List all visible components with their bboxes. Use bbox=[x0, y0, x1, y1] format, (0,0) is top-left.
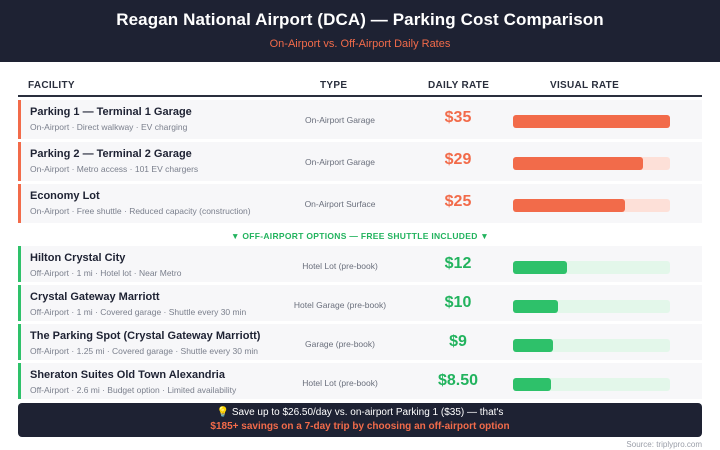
facility-name: Crystal Gateway Marriott bbox=[30, 291, 160, 303]
daily-rate: $10 bbox=[444, 294, 472, 311]
header-banner: Reagan National Airport (DCA) — Parking … bbox=[0, 0, 720, 62]
savings-callout: 💡 Save up to $26.50/day vs. on-airport P… bbox=[18, 403, 702, 437]
row-accent bbox=[18, 324, 21, 360]
rate-bar-fill bbox=[513, 199, 626, 212]
daily-rate: $12 bbox=[444, 255, 472, 272]
facility-name: Economy Lot bbox=[30, 190, 100, 202]
daily-rate: $29 bbox=[444, 151, 472, 168]
rate-bar-track bbox=[513, 261, 670, 274]
facility-name: The Parking Spot (Crystal Gateway Marrio… bbox=[30, 330, 261, 342]
table-row[interactable]: Parking 2 — Terminal 2 Garage On-Airport… bbox=[18, 142, 702, 181]
table-row[interactable]: Parking 1 — Terminal 1 Garage On-Airport… bbox=[18, 100, 702, 139]
daily-rate: $25 bbox=[444, 193, 472, 210]
row-accent bbox=[18, 142, 21, 181]
rate-bar-fill bbox=[513, 261, 567, 274]
off-airport-divider: ▼ OFF-AIRPORT OPTIONS — FREE SHUTTLE INC… bbox=[230, 231, 490, 241]
row-accent bbox=[18, 285, 21, 321]
facility-details: Off-Airport · 1.25 mi · Covered garage ·… bbox=[30, 346, 259, 356]
facility-name: Parking 1 — Terminal 1 Garage bbox=[30, 106, 192, 118]
daily-rate: $8.50 bbox=[437, 372, 479, 389]
facility-details: Off-Airport · 2.6 mi · Budget option · L… bbox=[30, 385, 237, 395]
rate-bar-track bbox=[513, 199, 670, 212]
facility-name: Sheraton Suites Old Town Alexandria bbox=[30, 369, 225, 381]
facility-type: Hotel Garage (pre-book) bbox=[293, 300, 387, 310]
row-accent bbox=[18, 246, 21, 282]
table-row[interactable]: The Parking Spot (Crystal Gateway Marrio… bbox=[18, 324, 702, 360]
rate-bar-fill bbox=[513, 157, 644, 170]
header-divider bbox=[18, 95, 702, 97]
table-row[interactable]: Hilton Crystal City Off-Airport · 1 mi ·… bbox=[18, 246, 702, 282]
facility-type: Hotel Lot (pre-book) bbox=[302, 261, 378, 271]
rate-bar-fill bbox=[513, 300, 558, 313]
facility-type: On-Airport Garage bbox=[305, 115, 375, 125]
table-row[interactable]: Sheraton Suites Old Town Alexandria Off-… bbox=[18, 363, 702, 399]
facility-type: On-Airport Garage bbox=[305, 157, 375, 167]
facility-type: Garage (pre-book) bbox=[305, 339, 375, 349]
row-accent bbox=[18, 363, 21, 399]
rate-bar-track bbox=[513, 339, 670, 352]
savings-line-1: 💡 Save up to $26.50/day vs. on-airport P… bbox=[216, 407, 504, 418]
column-header-visual-rate: VISUAL RATE bbox=[550, 80, 620, 91]
rate-bar-fill bbox=[513, 339, 554, 352]
row-accent bbox=[18, 184, 21, 223]
facility-name: Parking 2 — Terminal 2 Garage bbox=[30, 148, 192, 160]
page-subtitle: On-Airport vs. Off-Airport Daily Rates bbox=[269, 38, 451, 50]
savings-line-2: $185+ savings on a 7-day trip by choosin… bbox=[210, 421, 510, 432]
daily-rate: $35 bbox=[444, 109, 472, 126]
daily-rate: $9 bbox=[449, 333, 467, 350]
facility-details: Off-Airport · 1 mi · Covered garage · Sh… bbox=[30, 307, 247, 317]
facility-details: Off-Airport · 1 mi · Hotel lot · Near Me… bbox=[30, 268, 182, 278]
rate-bar-fill bbox=[513, 115, 670, 128]
facility-details: On-Airport · Metro access · 101 EV charg… bbox=[30, 164, 199, 174]
facility-type: On-Airport Surface bbox=[304, 199, 376, 209]
rate-bar-track bbox=[513, 157, 670, 170]
facility-details: On-Airport · Direct walkway · EV chargin… bbox=[30, 122, 188, 132]
rate-bar-track bbox=[513, 300, 670, 313]
rate-bar-track bbox=[513, 378, 670, 391]
column-header-facility: FACILITY bbox=[28, 80, 75, 91]
table-row[interactable]: Crystal Gateway Marriott Off-Airport · 1… bbox=[18, 285, 702, 321]
row-accent bbox=[18, 100, 21, 139]
facility-details: On-Airport · Free shuttle · Reduced capa… bbox=[30, 206, 251, 216]
table-row[interactable]: Economy Lot On-Airport · Free shuttle · … bbox=[18, 184, 702, 223]
source-credit: Source: triplypro.com bbox=[626, 440, 702, 449]
column-header-daily-rate: DAILY RATE bbox=[428, 80, 490, 91]
page-title: Reagan National Airport (DCA) — Parking … bbox=[116, 10, 604, 29]
facility-type: Hotel Lot (pre-book) bbox=[302, 378, 378, 388]
rate-bar-fill bbox=[513, 378, 552, 391]
column-header-type: TYPE bbox=[320, 80, 348, 91]
rate-bar-track bbox=[513, 115, 670, 128]
facility-name: Hilton Crystal City bbox=[30, 252, 126, 264]
